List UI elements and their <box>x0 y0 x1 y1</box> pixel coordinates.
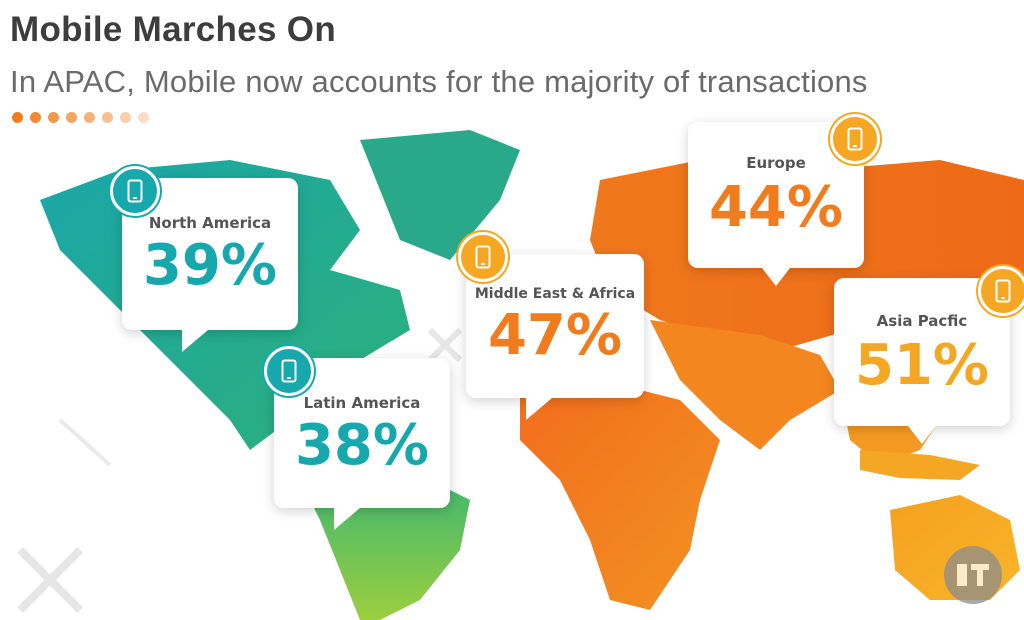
callout-middle-east-africa: Middle East & Africa 47% <box>466 254 644 420</box>
mobile-phone-icon <box>830 114 880 164</box>
dot <box>48 112 59 123</box>
mobile-phone-icon <box>458 232 508 282</box>
page-subtitle: In APAC, Mobile now accounts for the maj… <box>10 64 868 99</box>
decor-line-shape <box>58 418 112 467</box>
indonesia-shape <box>860 450 980 480</box>
watermark-glyph <box>957 564 989 586</box>
callout-europe: Europe 44% <box>688 122 864 286</box>
dot <box>102 112 113 123</box>
dot <box>12 112 23 123</box>
dot <box>84 112 95 123</box>
dot <box>120 112 131 123</box>
dot <box>66 112 77 123</box>
page-title: Mobile Marches On <box>10 10 336 49</box>
region-label: Europe <box>746 154 806 172</box>
greenland-shape <box>360 130 520 260</box>
dot <box>138 112 149 123</box>
region-percentage: 38% <box>294 413 430 478</box>
region-label: North America <box>148 214 272 232</box>
watermark-logo <box>944 546 1002 604</box>
region-percentage: 47% <box>487 303 623 368</box>
mobile-phone-icon <box>978 266 1024 316</box>
decor-x-shape <box>427 327 463 363</box>
region-percentage: 39% <box>142 233 278 298</box>
region-percentage: 51% <box>854 333 990 398</box>
mobile-phone-icon <box>110 166 160 216</box>
region-label: Asia Pacfic <box>876 312 968 330</box>
region-label: Latin America <box>303 394 421 412</box>
middle-east-shape <box>650 320 840 450</box>
dot <box>30 112 41 123</box>
region-percentage: 44% <box>708 175 844 240</box>
decorative-dots <box>12 112 149 123</box>
region-label: Middle East & Africa <box>474 286 636 302</box>
mobile-phone-icon <box>264 346 314 396</box>
decor-x-shape <box>17 547 83 613</box>
callout-north-america: North America 39% <box>122 178 298 352</box>
africa-shape <box>520 380 720 610</box>
